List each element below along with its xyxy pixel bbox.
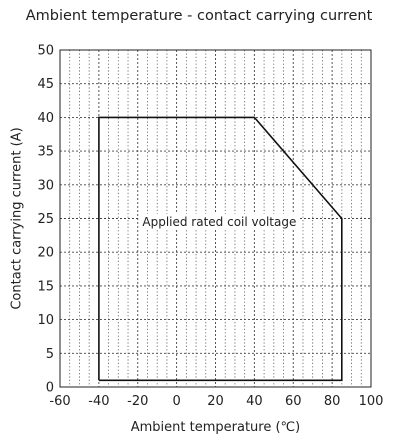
x-tick-label: 80	[324, 394, 341, 409]
x-tick-label: -20	[127, 394, 148, 409]
annotation-layer: Applied rated coil voltage	[139, 213, 300, 230]
plot-frame	[59, 49, 372, 388]
x-tick-label: 0	[172, 394, 180, 409]
y-tick-label: 20	[37, 246, 54, 261]
x-tick-label: -40	[88, 394, 109, 409]
y-tick-label: 5	[46, 347, 54, 362]
y-tick-label: 45	[37, 77, 54, 92]
series-layer	[98, 116, 343, 382]
y-tick-label: 25	[37, 212, 54, 227]
x-axis-ticks: -60 -40 -20 0 20 40 60 80 100	[49, 394, 383, 409]
y-axis-label: Contact carrying current (A)	[10, 127, 25, 309]
y-tick-label: 15	[37, 279, 54, 294]
y-tick-label: 30	[37, 178, 54, 193]
y-tick-label: 40	[37, 111, 54, 126]
x-tick-label: 100	[359, 394, 384, 409]
y-axis-ticks: 0 5 10 15 20 25 30 35 40 45 50	[37, 44, 54, 396]
x-tick-label: 60	[285, 394, 302, 409]
y-tick-label: 10	[37, 313, 54, 328]
series-line	[98, 116, 343, 382]
y-tick-label: 35	[37, 145, 54, 160]
x-tick-label: 20	[207, 394, 224, 409]
chart-title: Ambient temperature - contact carrying c…	[25, 8, 373, 24]
annotation-background	[139, 213, 300, 230]
annotation-label: Applied rated coil voltage	[142, 215, 296, 229]
x-axis-label: Ambient temperature (℃)	[131, 420, 300, 435]
x-tick-label: -60	[49, 394, 70, 409]
y-tick-label: 50	[37, 44, 54, 59]
x-tick-label: 40	[246, 394, 263, 409]
y-tick-label: 0	[46, 381, 54, 396]
